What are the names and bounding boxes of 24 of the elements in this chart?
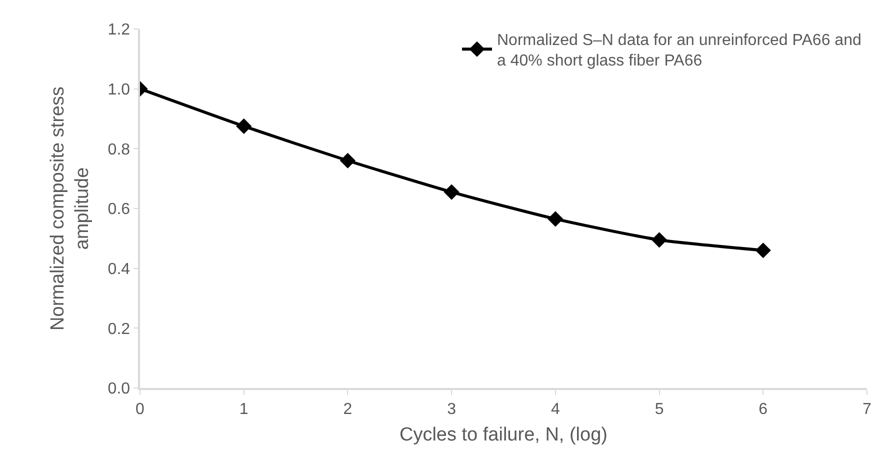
- y-tick-label: 0.0: [108, 380, 130, 398]
- point: [236, 118, 252, 134]
- y-tick-label: 0.6: [108, 201, 130, 218]
- x-tick-label: 1: [239, 400, 248, 418]
- y-tick-label: 0.8: [108, 141, 130, 158]
- x-tick-label: 5: [654, 400, 664, 418]
- y-tick-label: 1.2: [108, 22, 130, 39]
- y-tick-label: 0.2: [108, 320, 130, 338]
- y-tick-label: 0.4: [108, 260, 130, 278]
- x-tick-label: 2: [343, 400, 352, 418]
- x-tick-label: 3: [447, 400, 456, 418]
- y-tick-label: 1.0: [108, 81, 130, 98]
- x-tick-label: 7: [862, 400, 872, 418]
- x-tick-label: 4: [550, 400, 560, 418]
- point: [548, 211, 564, 227]
- x-tick-label: 0: [136, 400, 145, 418]
- point: [444, 184, 460, 200]
- y-axis-title: Normalized composite stress amplitude: [47, 86, 94, 330]
- point: [755, 242, 771, 258]
- x-axis-title: Cycles to failure, N, (log): [399, 424, 608, 446]
- x-tick-label: 6: [758, 400, 768, 418]
- point: [340, 152, 356, 168]
- point: [651, 232, 668, 248]
- legend-label: Normalized S–N data for an unreinforced PA66 and a 40% short glass fiber PA66: [497, 32, 862, 70]
